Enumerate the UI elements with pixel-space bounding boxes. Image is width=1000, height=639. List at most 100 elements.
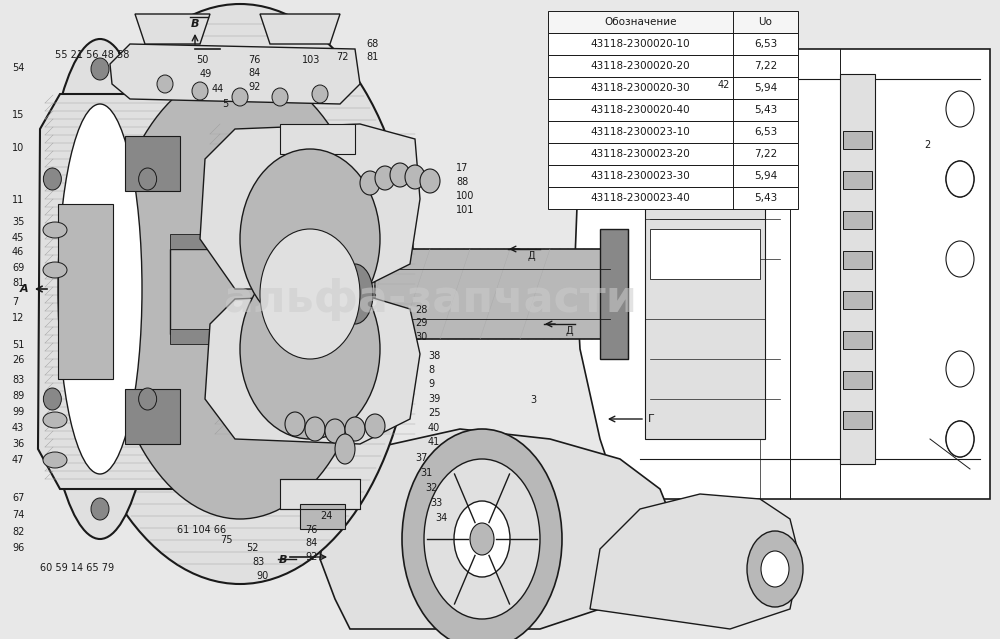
- Text: 32: 32: [425, 483, 437, 493]
- Text: 40: 40: [428, 423, 440, 433]
- Text: 8: 8: [428, 365, 434, 375]
- Text: 24: 24: [320, 511, 332, 521]
- Text: 92: 92: [248, 82, 260, 92]
- Bar: [125, 136, 180, 191]
- Bar: [843, 251, 872, 269]
- Text: 5,94: 5,94: [754, 171, 777, 181]
- Ellipse shape: [139, 388, 157, 410]
- Ellipse shape: [337, 264, 373, 324]
- Bar: [645, 99, 765, 439]
- Text: 15: 15: [12, 110, 24, 120]
- Text: 30: 30: [415, 332, 427, 342]
- Ellipse shape: [260, 229, 360, 359]
- Polygon shape: [575, 49, 990, 499]
- Text: Д: Д: [528, 251, 536, 261]
- Bar: [548, 143, 798, 165]
- Text: 89: 89: [12, 391, 24, 401]
- Bar: [843, 411, 872, 429]
- Text: Д: Д: [565, 326, 573, 336]
- Text: 6,53: 6,53: [754, 39, 777, 49]
- Bar: [170, 234, 330, 249]
- Text: 76: 76: [305, 525, 317, 535]
- Bar: [548, 187, 798, 209]
- Ellipse shape: [139, 168, 157, 190]
- Polygon shape: [590, 494, 800, 629]
- Ellipse shape: [65, 4, 415, 584]
- Text: 61 104 66: 61 104 66: [177, 525, 226, 535]
- Ellipse shape: [43, 452, 67, 468]
- Text: 43: 43: [12, 423, 24, 433]
- Text: 76: 76: [248, 55, 260, 65]
- Bar: [843, 131, 872, 149]
- Text: 37: 37: [415, 453, 427, 463]
- Text: 81: 81: [366, 52, 378, 62]
- Bar: [843, 211, 872, 229]
- Text: альфа-запчасти: альфа-запчасти: [223, 277, 637, 321]
- Text: 103: 103: [302, 55, 320, 65]
- Ellipse shape: [946, 421, 974, 457]
- Polygon shape: [650, 229, 760, 279]
- Bar: [355, 249, 610, 339]
- Text: Г: Г: [648, 414, 655, 424]
- Text: 67: 67: [12, 493, 24, 503]
- Text: В: В: [279, 555, 287, 565]
- Text: 29: 29: [415, 318, 427, 328]
- Text: 39: 39: [428, 394, 440, 404]
- Polygon shape: [205, 294, 420, 444]
- Text: 44: 44: [212, 84, 224, 94]
- Text: 68: 68: [366, 39, 378, 49]
- Text: 92: 92: [305, 552, 317, 562]
- Text: 43118-2300020-40: 43118-2300020-40: [591, 105, 690, 115]
- Ellipse shape: [43, 388, 61, 410]
- Text: 34: 34: [435, 513, 447, 523]
- Bar: [125, 389, 180, 444]
- Text: 60 59 14 65 79: 60 59 14 65 79: [40, 563, 114, 573]
- Ellipse shape: [390, 163, 410, 187]
- Ellipse shape: [454, 501, 510, 577]
- Ellipse shape: [192, 82, 208, 100]
- Bar: [843, 331, 872, 349]
- Bar: [843, 371, 872, 389]
- Text: 51: 51: [12, 340, 24, 350]
- Bar: [548, 55, 798, 77]
- Text: 99: 99: [12, 407, 24, 417]
- Text: 5,43: 5,43: [754, 193, 777, 203]
- Ellipse shape: [43, 262, 67, 278]
- Ellipse shape: [312, 85, 328, 103]
- Text: 9: 9: [428, 379, 434, 389]
- Text: 12: 12: [12, 313, 24, 323]
- Text: 54: 54: [12, 63, 24, 73]
- Text: 7,22: 7,22: [754, 61, 777, 71]
- Text: 25: 25: [428, 408, 440, 418]
- Ellipse shape: [946, 241, 974, 277]
- Text: 96: 96: [12, 543, 24, 553]
- Bar: [548, 77, 798, 99]
- Ellipse shape: [325, 419, 345, 443]
- Ellipse shape: [668, 87, 692, 111]
- Ellipse shape: [240, 149, 380, 329]
- Text: 84: 84: [305, 538, 317, 548]
- Text: 49: 49: [200, 69, 212, 79]
- Ellipse shape: [360, 171, 380, 195]
- Bar: [548, 11, 798, 33]
- Ellipse shape: [272, 88, 288, 106]
- Text: 6,53: 6,53: [754, 127, 777, 137]
- Bar: [843, 171, 872, 189]
- Text: 81: 81: [12, 278, 24, 288]
- Text: 7: 7: [12, 297, 18, 307]
- Bar: [280, 479, 360, 509]
- Ellipse shape: [43, 168, 61, 190]
- Text: 82: 82: [12, 527, 24, 537]
- Ellipse shape: [405, 165, 425, 189]
- Polygon shape: [260, 14, 340, 44]
- Text: 46: 46: [12, 247, 24, 257]
- Ellipse shape: [43, 412, 67, 428]
- Text: 3: 3: [530, 395, 536, 405]
- Ellipse shape: [420, 169, 440, 193]
- Ellipse shape: [43, 222, 67, 238]
- Bar: [548, 99, 798, 121]
- Text: 43118-2300023-40: 43118-2300023-40: [591, 193, 690, 203]
- Text: 43118-2300020-20: 43118-2300020-20: [591, 61, 690, 71]
- Text: 69: 69: [12, 263, 24, 273]
- Polygon shape: [38, 94, 205, 489]
